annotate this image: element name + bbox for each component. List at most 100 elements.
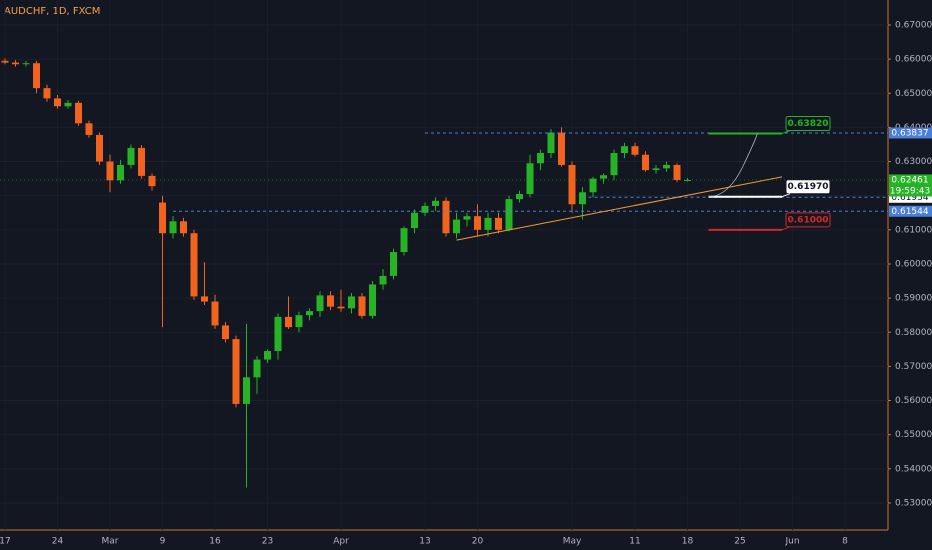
x-tick-label: 8	[842, 537, 848, 547]
x-tick-label: Jun	[784, 537, 799, 547]
candle-body	[190, 233, 198, 297]
x-tick-label: May	[563, 537, 582, 547]
position-label-pointer	[781, 193, 791, 198]
position-label: 0.61970	[788, 182, 829, 192]
y-tick-label: 0.61000	[895, 225, 932, 235]
last-price-label-box	[889, 174, 932, 186]
candle-body	[495, 217, 502, 230]
candle-body	[201, 296, 208, 302]
candle-body	[453, 219, 460, 234]
y-tick-label: 0.60000	[895, 259, 932, 269]
x-tick-label: 20	[472, 537, 484, 547]
candle-body	[442, 200, 450, 234]
candle-body	[631, 146, 639, 155]
candle-body	[411, 212, 418, 229]
candle-body	[64, 102, 72, 107]
candle-body	[43, 88, 51, 99]
price-line-label: 0.63837	[891, 128, 928, 138]
position-label-pointer	[781, 130, 791, 135]
candle-body	[337, 306, 345, 309]
candle-body	[400, 228, 408, 253]
candle-body	[474, 216, 481, 230]
candle-body	[421, 205, 429, 213]
x-tick-label: 23	[262, 537, 273, 547]
x-tick-label: Apr	[333, 537, 349, 547]
position-label-pointer	[781, 226, 791, 231]
candle-body	[106, 161, 114, 181]
candle-body	[684, 179, 691, 181]
candle-body	[558, 132, 565, 165]
candle-body	[232, 339, 240, 404]
candle-body	[547, 132, 555, 154]
y-tick-label: 0.65000	[895, 89, 932, 99]
x-tick-label: 25	[734, 537, 745, 547]
candle-body	[390, 252, 397, 276]
candle-body	[169, 221, 177, 234]
candle-body	[610, 153, 618, 176]
y-tick-label: 0.58000	[895, 328, 932, 338]
candle-body	[306, 311, 313, 316]
candle-body	[33, 63, 40, 89]
price-line-label: 0.61954	[891, 193, 928, 203]
candle-body	[463, 216, 471, 220]
y-tick-label: 0.66000	[895, 55, 932, 65]
candle-body	[85, 123, 93, 135]
candle-body	[505, 199, 513, 230]
candle-body	[127, 147, 135, 165]
candle-body	[148, 175, 156, 187]
plot: 0.63820 0.61970 0.61000	[0, 58, 888, 488]
candle-body	[211, 301, 219, 326]
axes: 0.53000 0.54000 0.55000 0.56000 0.57000 0.580…	[0, 20, 932, 547]
y-tick-label: 0.59000	[895, 294, 932, 304]
candle-body	[54, 98, 61, 107]
position-label-box	[785, 116, 831, 132]
x-tick-label: Mar	[102, 537, 119, 547]
position-label: 0.61000	[788, 215, 829, 225]
price-line-label: 0.61544	[891, 207, 928, 217]
candle-body	[484, 217, 492, 230]
y-tick-label: 0.63000	[895, 157, 932, 167]
candle-body	[22, 63, 30, 65]
candle-body	[663, 164, 670, 169]
candle-body	[379, 275, 387, 285]
candle-body	[264, 351, 271, 360]
candle-body	[432, 200, 439, 206]
candle-body	[537, 153, 544, 164]
candle-body	[369, 284, 376, 316]
x-tick-label: 9	[160, 537, 166, 547]
y-tick-label: 0.56000	[895, 396, 932, 406]
x-tick-label: 17	[0, 537, 11, 547]
position-label: 0.63820	[788, 119, 829, 129]
candle-body	[1, 60, 9, 63]
y-tick-label: 0.57000	[895, 362, 932, 372]
y-tick-label: 0.53000	[895, 498, 932, 508]
candle-body	[673, 164, 681, 180]
candle-body	[526, 163, 534, 194]
candle-body	[285, 316, 292, 328]
x-tick-label: 16	[209, 537, 221, 547]
x-tick-label: 13	[419, 537, 430, 547]
chart-title: AUDCHF, 1D, FXCM	[4, 6, 100, 17]
candle-body	[222, 325, 229, 340]
candle-body	[295, 315, 303, 328]
position-label-box	[785, 212, 831, 228]
price-line-label-box	[889, 205, 932, 217]
countdown-label-box	[889, 185, 932, 197]
candle-body	[600, 175, 607, 179]
candle-body	[516, 193, 523, 200]
candle-body	[274, 316, 282, 352]
candle-body	[243, 377, 250, 404]
candle-body	[253, 359, 261, 378]
countdown-label: 19:59:43	[890, 186, 930, 196]
candle-body	[642, 154, 649, 171]
last-price-label: 0.62461	[891, 175, 928, 185]
candle-body	[652, 168, 660, 171]
x-tick-label: 18	[682, 537, 694, 547]
candle-body	[358, 296, 366, 316]
y-tick-label: 0.54000	[895, 464, 932, 474]
projection-arrow	[708, 133, 758, 198]
y-tick-label: 0.67000	[895, 20, 932, 30]
